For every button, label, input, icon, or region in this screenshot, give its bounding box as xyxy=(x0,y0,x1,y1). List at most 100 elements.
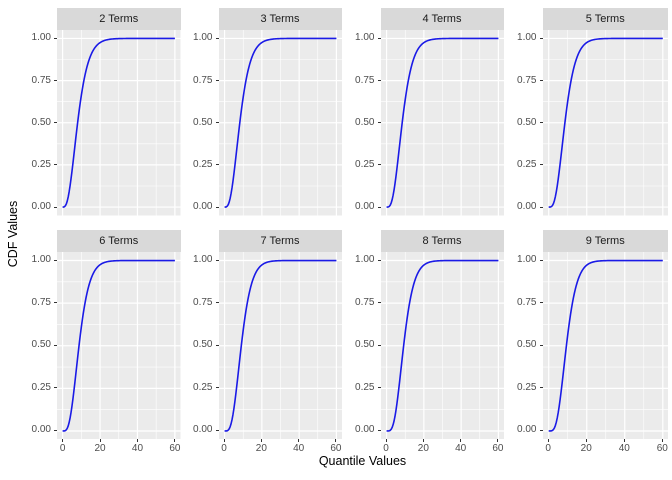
y-tick-label: 0.00 xyxy=(355,424,375,436)
x-tick-label: 40 xyxy=(618,443,630,454)
facet-strip-label: 3 Terms xyxy=(260,13,300,25)
facet-strip: 7 Terms xyxy=(218,229,342,252)
facet-panel-6-terms xyxy=(57,251,181,439)
y-tick-label: 0.75 xyxy=(517,74,537,86)
facet-strip-label: 6 Terms xyxy=(99,234,139,247)
y-tick-label: 0.50 xyxy=(355,116,375,128)
y-tick-mark xyxy=(377,37,381,39)
x-tick-mark xyxy=(497,439,499,442)
facet-strip: 2 Terms xyxy=(57,8,181,30)
y-tick-mark xyxy=(215,80,219,82)
facet-panel-8-terms xyxy=(380,251,504,439)
y-tick-label: 1.00 xyxy=(355,32,375,44)
y-tick-label: 1.00 xyxy=(31,254,51,266)
x-tick-label: 40 xyxy=(455,443,467,454)
y-tick-mark xyxy=(54,429,57,431)
y-tick-mark xyxy=(215,122,219,124)
x-tick-mark xyxy=(547,439,549,442)
y-tick-label: 0.25 xyxy=(193,381,213,393)
facet-panel-4-terms xyxy=(380,30,504,216)
y-tick-label: 0.00 xyxy=(193,424,213,436)
y-tick-label: 0.50 xyxy=(31,339,51,351)
x-tick-label: 0 xyxy=(221,443,227,454)
x-tick-label: 40 xyxy=(131,443,144,454)
x-tick-label: 0 xyxy=(545,443,551,454)
cdf-curve xyxy=(224,259,336,432)
x-tick-label: 20 xyxy=(580,443,592,454)
y-tick-label: 0.00 xyxy=(31,201,51,213)
facet-strip: 6 Terms xyxy=(57,229,181,252)
facet-strip-label: 2 Terms xyxy=(99,13,139,25)
y-tick-label: 0.75 xyxy=(193,296,213,308)
facet-strip-label: 5 Terms xyxy=(585,13,625,25)
y-tick-mark xyxy=(54,387,57,389)
y-tick-mark xyxy=(377,302,381,304)
y-tick-mark xyxy=(539,37,543,39)
y-tick-label: 0.75 xyxy=(355,296,375,308)
y-tick-mark xyxy=(54,206,57,208)
cdf-curve xyxy=(62,259,175,432)
facet-panel-9-terms xyxy=(542,251,668,439)
y-tick-label: 0.25 xyxy=(355,158,375,170)
cdf-curve xyxy=(224,37,336,208)
y-tick-label: 0.75 xyxy=(193,74,213,86)
x-tick-mark xyxy=(585,439,587,442)
y-tick-label: 0.50 xyxy=(355,339,375,351)
y-tick-mark xyxy=(54,259,57,261)
x-tick-label: 0 xyxy=(59,443,66,454)
y-tick-label: 1.00 xyxy=(193,254,213,266)
cdf-curve xyxy=(386,259,498,432)
cdf-curve xyxy=(62,37,175,208)
y-tick-mark xyxy=(539,164,543,166)
x-tick-mark xyxy=(136,439,138,442)
y-tick-mark xyxy=(377,344,381,346)
y-tick-label: 1.00 xyxy=(355,254,375,266)
y-tick-mark xyxy=(539,259,543,261)
x-tick-label: 60 xyxy=(169,443,181,454)
y-tick-mark xyxy=(539,80,543,82)
cdf-curve xyxy=(548,259,663,432)
facet-strip-label: 7 Terms xyxy=(260,234,300,247)
x-tick-label: 60 xyxy=(330,443,342,454)
x-axis-title: Quantile Values xyxy=(318,454,407,468)
x-tick-label: 60 xyxy=(492,443,504,454)
y-tick-label: 0.25 xyxy=(517,381,537,393)
x-tick-mark xyxy=(223,439,225,442)
y-tick-mark xyxy=(215,206,219,208)
y-tick-label: 0.50 xyxy=(517,339,537,351)
x-tick-mark xyxy=(99,439,101,442)
y-tick-mark xyxy=(54,122,57,124)
y-tick-mark xyxy=(539,122,543,124)
x-tick-mark xyxy=(661,439,663,442)
x-tick-label: 20 xyxy=(417,443,429,454)
y-tick-mark xyxy=(377,387,381,389)
y-tick-mark xyxy=(377,259,381,261)
x-tick-mark xyxy=(623,439,625,442)
y-tick-mark xyxy=(215,302,219,304)
y-tick-mark xyxy=(54,164,57,166)
y-tick-mark xyxy=(377,429,381,431)
y-tick-label: 0.25 xyxy=(355,381,375,393)
y-tick-mark xyxy=(539,206,543,208)
x-tick-mark xyxy=(298,439,300,442)
facet-panel-7-terms xyxy=(218,251,342,439)
x-tick-label: 0 xyxy=(383,443,389,454)
y-tick-label: 0.50 xyxy=(193,339,213,351)
facet-strip-label: 8 Terms xyxy=(422,234,462,247)
y-tick-label: 0.00 xyxy=(517,424,537,436)
x-tick-mark xyxy=(335,439,337,442)
x-tick-label: 20 xyxy=(255,443,267,454)
y-tick-mark xyxy=(215,37,219,39)
x-tick-label: 60 xyxy=(656,443,668,454)
facet-strip: 3 Terms xyxy=(218,8,342,30)
x-tick-mark xyxy=(422,439,424,442)
y-axis-title: CDF Values xyxy=(6,200,20,268)
y-tick-label: 0.75 xyxy=(31,296,51,308)
y-tick-label: 0.25 xyxy=(517,158,537,170)
y-tick-label: 0.75 xyxy=(31,74,51,86)
y-tick-mark xyxy=(539,387,543,389)
facet-strip: 5 Terms xyxy=(542,8,668,30)
y-tick-label: 1.00 xyxy=(517,32,537,44)
y-tick-mark xyxy=(215,387,219,389)
